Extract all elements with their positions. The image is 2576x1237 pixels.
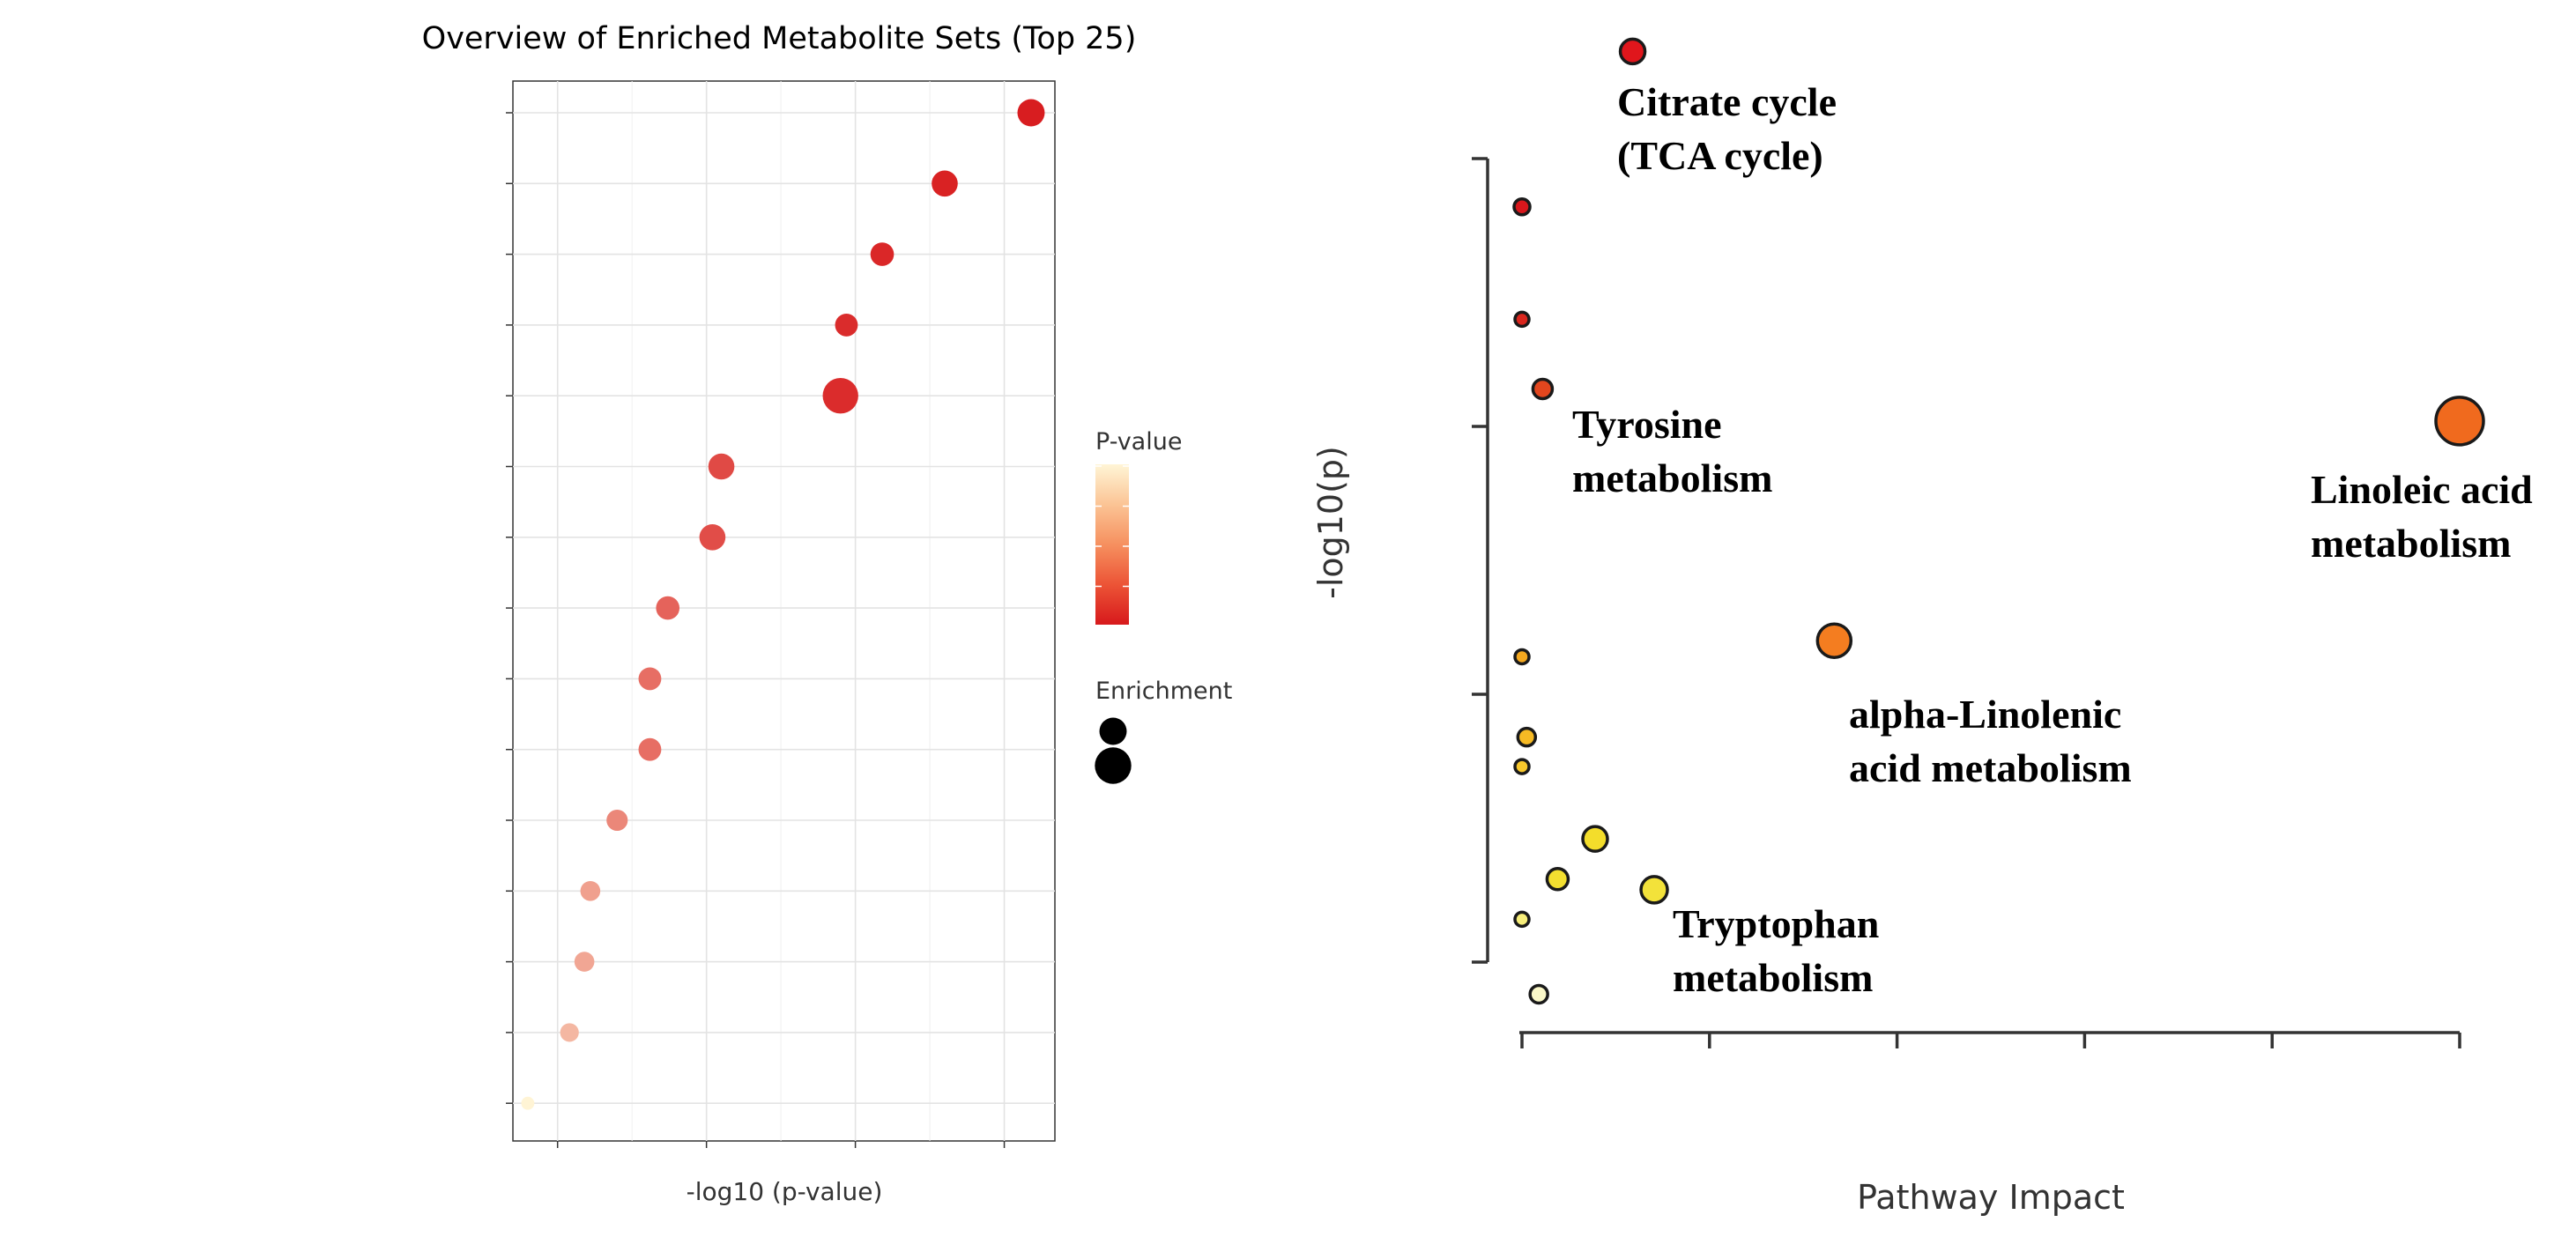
pathway-point-0	[1618, 37, 1647, 66]
pathway-point-4	[2434, 396, 2485, 447]
point-pyruvate-metabolism	[638, 737, 662, 761]
pathway-point-5	[1815, 622, 1853, 659]
legend-enrichment-entries	[1095, 717, 1132, 784]
point-tyrosine-metabolism	[835, 313, 858, 337]
pathway-point-9	[1581, 825, 1609, 853]
enrichment-x-ticks	[556, 1141, 1006, 1148]
pathway-point-1	[1512, 196, 1532, 217]
point-alpha-linolenic-acid-metabolism	[708, 453, 735, 480]
legend-size-dot-10	[1099, 717, 1127, 745]
legend-pvalue-colorbar	[1095, 464, 1129, 625]
pathway-point-8	[1513, 758, 1531, 775]
pathway-point-10	[1545, 867, 1570, 892]
pathway-point-3	[1531, 377, 1555, 401]
legend-enrichment-title: Enrichment	[1095, 678, 1232, 705]
annotation-tyrosine-line2: metabolism	[1572, 456, 1772, 500]
enrichment-points	[521, 99, 1045, 1110]
point-pyrimidine-metabolism	[580, 880, 601, 901]
legend-size-dot-20	[1095, 747, 1132, 784]
point-purine-metabolism	[521, 1096, 535, 1110]
point-linoleic-acid-metabolism	[822, 378, 858, 414]
pathway-x-ticks	[1520, 1033, 2461, 1048]
pathway-point-11	[1639, 875, 1669, 905]
pathway-point-6	[1513, 648, 1531, 666]
annotation-tryptophan-line2: metabolism	[1673, 955, 1873, 1000]
annotation-alpha-linolenic-line1: alpha-Linolenic	[1849, 692, 2121, 737]
pathway-point-2	[1513, 310, 1531, 329]
enrichment-legend: P-value Enrichment	[1095, 428, 1232, 784]
point-pentose-phosphate-pathway	[638, 667, 662, 691]
enrichment-plot-panel	[512, 80, 1056, 1142]
legend-pvalue-ticks	[1095, 465, 1129, 627]
point-pantothenate-and-coa-biosynthesis	[656, 596, 680, 620]
pathway-y-ticks	[1472, 157, 1488, 964]
enrichment-category-labels	[506, 112, 513, 1104]
pathway-x-axis-label: Pathway Impact	[1857, 1178, 2125, 1217]
annotation-linoleic-line2: metabolism	[2311, 521, 2511, 566]
annotation-citrate-cycle-line2: (TCA cycle)	[1617, 133, 1823, 178]
annotation-citrate-cycle-line1: Citrate cycle	[1617, 79, 1837, 124]
enrichment-gridlines	[513, 81, 1055, 1141]
point-biosynthesis-of-unsaturated-fatty-acids	[870, 242, 895, 266]
annotation-linoleic-line1: Linoleic acid	[2311, 467, 2533, 512]
legend-pvalue-title: P-value	[1095, 428, 1182, 456]
pathway-point-12	[1513, 910, 1531, 929]
pathway-points	[1512, 37, 2485, 1005]
pathway-annotations: Citrate cycle (TCA cycle) Tyrosine metab…	[1572, 79, 2533, 1000]
point-fatty-acid-biosynthesis	[560, 1023, 579, 1042]
pathway-impact-chart: -log10(p) Pathway Impact Citrate cycle (…	[1311, 37, 2533, 1217]
annotation-alpha-linolenic-line2: acid metabolism	[1849, 745, 2132, 790]
annotation-tyrosine-line1: Tyrosine	[1572, 402, 1722, 447]
pathway-point-7	[1516, 726, 1538, 748]
point-alanine-aspartate-and-glutamate-metabolism	[932, 170, 958, 197]
enrichment-chart: Overview of Enriched Metabolite Sets (To…	[422, 21, 1233, 1206]
annotation-tryptophan-line1: Tryptophan	[1673, 901, 1879, 946]
point-glyoxylate-and-dicarboxylate-metabolism	[606, 809, 628, 832]
point-arginine-biosynthesis	[699, 523, 726, 551]
point-tryptophan-metabolism	[574, 952, 595, 972]
pathway-point-13	[1528, 983, 1549, 1005]
pathway-y-axis-label: -log10(p)	[1311, 446, 1350, 599]
point-citrate-cycle-tca-cycle	[1017, 99, 1045, 127]
enrichment-chart-title: Overview of Enriched Metabolite Sets (To…	[422, 21, 1137, 56]
enrichment-x-axis-label: -log10 (p-value)	[687, 1177, 883, 1206]
